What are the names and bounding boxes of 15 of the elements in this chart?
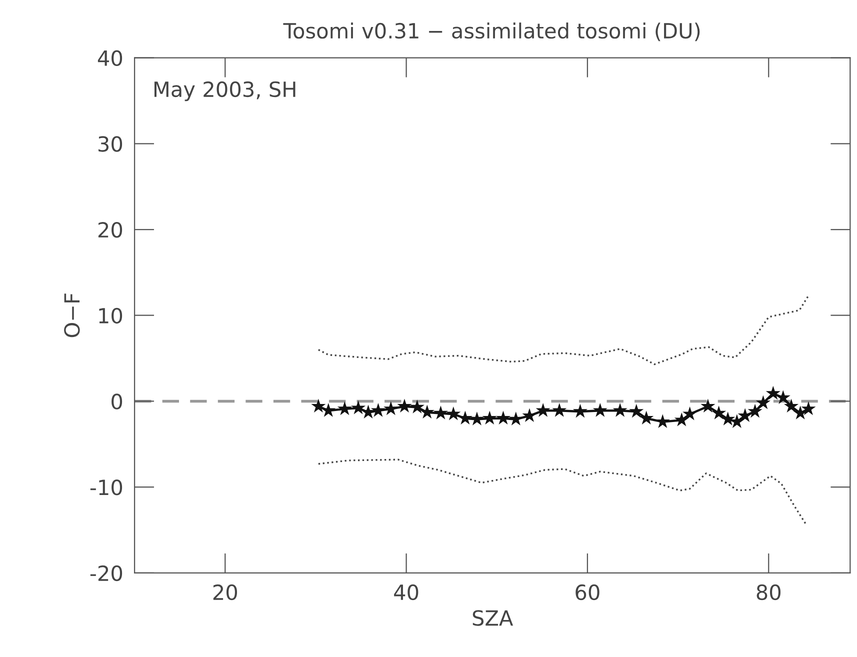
chart-title: Tosomi v0.31 − assimilated tosomi (DU) [283,22,700,42]
x-tick-label: 80 [756,584,780,600]
x-tick-label: 40 [394,584,418,600]
y-tick-label: 30 [98,136,122,152]
y-tick-label: -20 [90,565,122,582]
x-axis-title: SZA [472,610,514,626]
x-tick-label: 60 [576,584,600,600]
y-tick-label: 0 [112,394,122,410]
y-tick-label: 40 [98,50,122,66]
x-tick-label: 20 [213,584,237,600]
annotation: May 2003, SH [154,81,296,102]
y-tick-label: 10 [99,308,122,324]
y-tick-label: 20 [98,222,122,238]
y-axis-title: O−F [64,294,80,338]
y-tick-label: -10 [90,480,122,496]
